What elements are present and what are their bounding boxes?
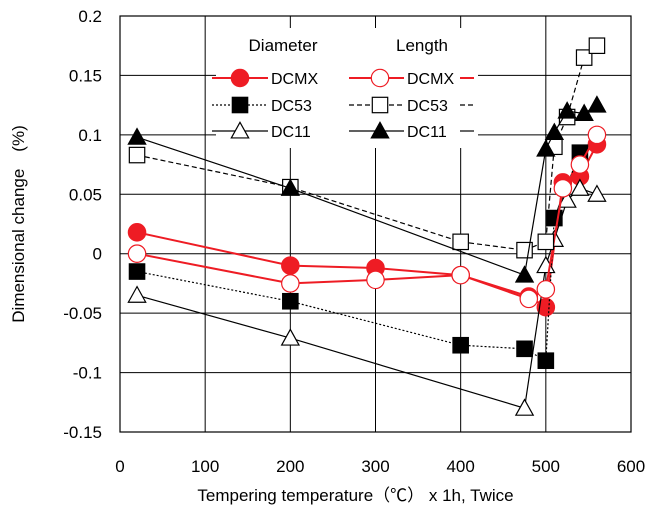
data-point [452,336,469,354]
legend-title-length: Length [396,36,448,55]
x-tick-label: 0 [115,457,124,476]
legend-entry-label: DC11 [271,124,311,141]
data-point [128,263,146,280]
y-axis-label: Dimensional change (%) [9,125,28,322]
data-point [514,265,535,283]
data-point [282,292,299,310]
data-point [536,139,556,157]
data-point [537,352,555,369]
data-point [587,95,607,113]
x-tick-label: 200 [276,457,304,476]
data-point [281,256,300,275]
data-point [570,178,590,196]
data-point [230,121,250,139]
legend-entry-label: DCMX [271,71,318,88]
series [127,95,607,283]
series [127,125,607,309]
tick-labels: 0 100 200 300 400 500 600 0.2 0.15 0.1 0.05 0 -0.05 -… [63,7,645,476]
data-point [553,179,573,198]
y-tick-label: -0.05 [63,304,102,323]
legend-entry-label: DC53 [407,98,448,115]
data-point [587,125,607,145]
x-axis-label: Tempering temperature（℃） x 1h, Twice [197,486,513,505]
data-point [230,68,250,88]
x-tick-label: 500 [532,457,560,476]
data-point [588,37,606,55]
data-point [128,146,146,164]
data-point [127,285,147,303]
plot-frame [119,15,632,433]
legend-entry-label: DC11 [407,124,447,141]
data-point [231,96,249,114]
data-point [370,68,390,88]
x-tick-label: 100 [191,457,219,476]
y-tick-label: 0 [93,245,102,264]
y-tick-label: 0.05 [69,185,102,204]
legend-entry-label: DCMX [407,71,454,88]
y-tick-label: -0.1 [73,364,102,383]
data-point [575,49,593,66]
x-tick-label: 400 [446,457,474,476]
data-point [280,178,301,196]
x-tick-label: 600 [617,457,645,476]
data-point [536,280,556,299]
data-point [281,274,300,293]
series-line [136,45,598,251]
data-point [587,184,607,202]
data-point [452,233,469,251]
x-tick-label: 300 [361,457,389,476]
data-point [451,265,470,285]
y-tick-label: 0.15 [69,66,102,85]
data-point [370,121,390,139]
data-point [519,289,539,309]
y-tick-label: 0.1 [78,126,102,145]
data-point [516,340,533,358]
series-layer [127,37,607,416]
legend: Diameter Length DCMX DC53 DC11 DCMX DC53 DC11 [212,28,478,148]
data-point [544,122,565,141]
data-point [537,233,555,251]
y-tick-label: -0.15 [63,423,102,442]
data-point [557,190,577,208]
data-point [127,244,147,263]
data-point [570,155,590,174]
data-point [280,328,301,346]
legend-background [216,28,478,148]
data-point [366,270,385,290]
data-point [557,101,577,119]
y-tick-label: 0.2 [78,7,102,26]
series [128,144,589,369]
data-point [127,223,147,242]
legend-entry-label: DC53 [271,98,312,115]
data-point [127,127,147,145]
data-point [514,398,535,416]
legend-title-diameter: Diameter [249,36,318,55]
data-point [371,96,389,114]
